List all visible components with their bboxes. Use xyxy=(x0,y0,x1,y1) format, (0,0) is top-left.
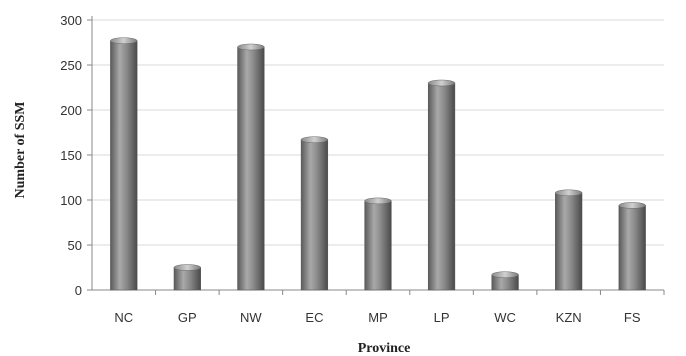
x-tick-label: KZN xyxy=(556,310,582,325)
bar-fs xyxy=(618,205,646,291)
y-axis-title: Number of SSM xyxy=(13,102,28,199)
bar-cap xyxy=(555,189,583,197)
bars xyxy=(110,37,646,291)
bar-lp xyxy=(427,82,456,291)
bar-cap xyxy=(618,202,646,209)
y-tick-label: 200 xyxy=(60,103,82,118)
bar-cap xyxy=(427,79,456,87)
x-tick-label: NC xyxy=(114,310,133,325)
y-tick-label: 0 xyxy=(75,283,82,298)
x-tick-label: FS xyxy=(624,310,641,325)
x-tick-label: GP xyxy=(178,310,197,325)
x-tick-label: WC xyxy=(494,310,516,325)
bar-cap xyxy=(237,43,265,51)
x-tick-label: LP xyxy=(434,310,450,325)
y-tick-label: 250 xyxy=(60,58,82,73)
bar-kzn xyxy=(555,192,583,291)
x-tick-label: MP xyxy=(368,310,388,325)
bar-cap xyxy=(364,197,392,205)
bar-cap xyxy=(173,264,201,271)
y-tick-label: 100 xyxy=(60,193,82,208)
bar-cap xyxy=(110,37,138,44)
bar-mp xyxy=(364,200,392,291)
tick-labels: 0 50 100 150 200 250 300 NC GP NW EC MP LP WC KZN FS xyxy=(60,13,641,325)
bar-cap xyxy=(491,271,519,278)
x-tick-label: EC xyxy=(305,310,323,325)
bar-ec xyxy=(300,139,329,291)
y-tick-label: 150 xyxy=(60,148,82,163)
bar-nw xyxy=(237,46,265,291)
y-tick-label: 300 xyxy=(60,13,82,28)
bar-nc xyxy=(110,40,138,291)
bar-cap xyxy=(300,136,329,143)
x-tick-label: NW xyxy=(240,310,262,325)
bar-gp xyxy=(173,267,201,291)
y-tick-label: 50 xyxy=(68,238,82,253)
x-axis-title: Province xyxy=(358,341,411,356)
